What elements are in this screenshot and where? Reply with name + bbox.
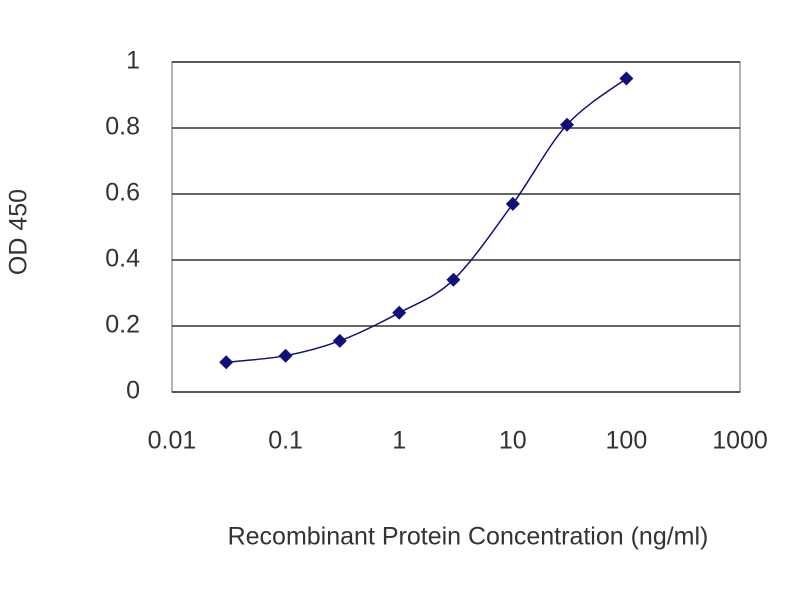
data-point bbox=[446, 272, 461, 287]
data-point bbox=[392, 305, 407, 320]
data-point bbox=[560, 117, 575, 132]
y-tick-label: 0.4 bbox=[105, 245, 140, 273]
x-tick-label: 1000 bbox=[712, 427, 768, 455]
y-tick-label: 0.2 bbox=[105, 311, 140, 339]
y-tick-label: 0 bbox=[126, 377, 140, 405]
x-tick-label: 10 bbox=[499, 427, 527, 455]
data-line bbox=[226, 77, 627, 364]
x-axis-label: Recombinant Protein Concentration (ng/ml… bbox=[228, 523, 709, 551]
data-point bbox=[219, 355, 234, 370]
y-tick-label: 0.6 bbox=[105, 179, 140, 207]
data-point bbox=[332, 333, 347, 348]
data-point bbox=[278, 348, 293, 363]
x-tick-label: 1 bbox=[392, 427, 406, 455]
data-point bbox=[619, 71, 634, 86]
plot-frame bbox=[171, 61, 741, 393]
x-tick-label: 0.1 bbox=[268, 427, 303, 455]
y-axis-label: OD 450 bbox=[5, 189, 33, 275]
x-tick-label: 100 bbox=[606, 427, 648, 455]
x-tick-label: 0.01 bbox=[148, 427, 197, 455]
y-tick-label: 0.8 bbox=[105, 113, 140, 141]
data-point bbox=[505, 196, 520, 211]
y-tick-label: 1 bbox=[126, 47, 140, 75]
